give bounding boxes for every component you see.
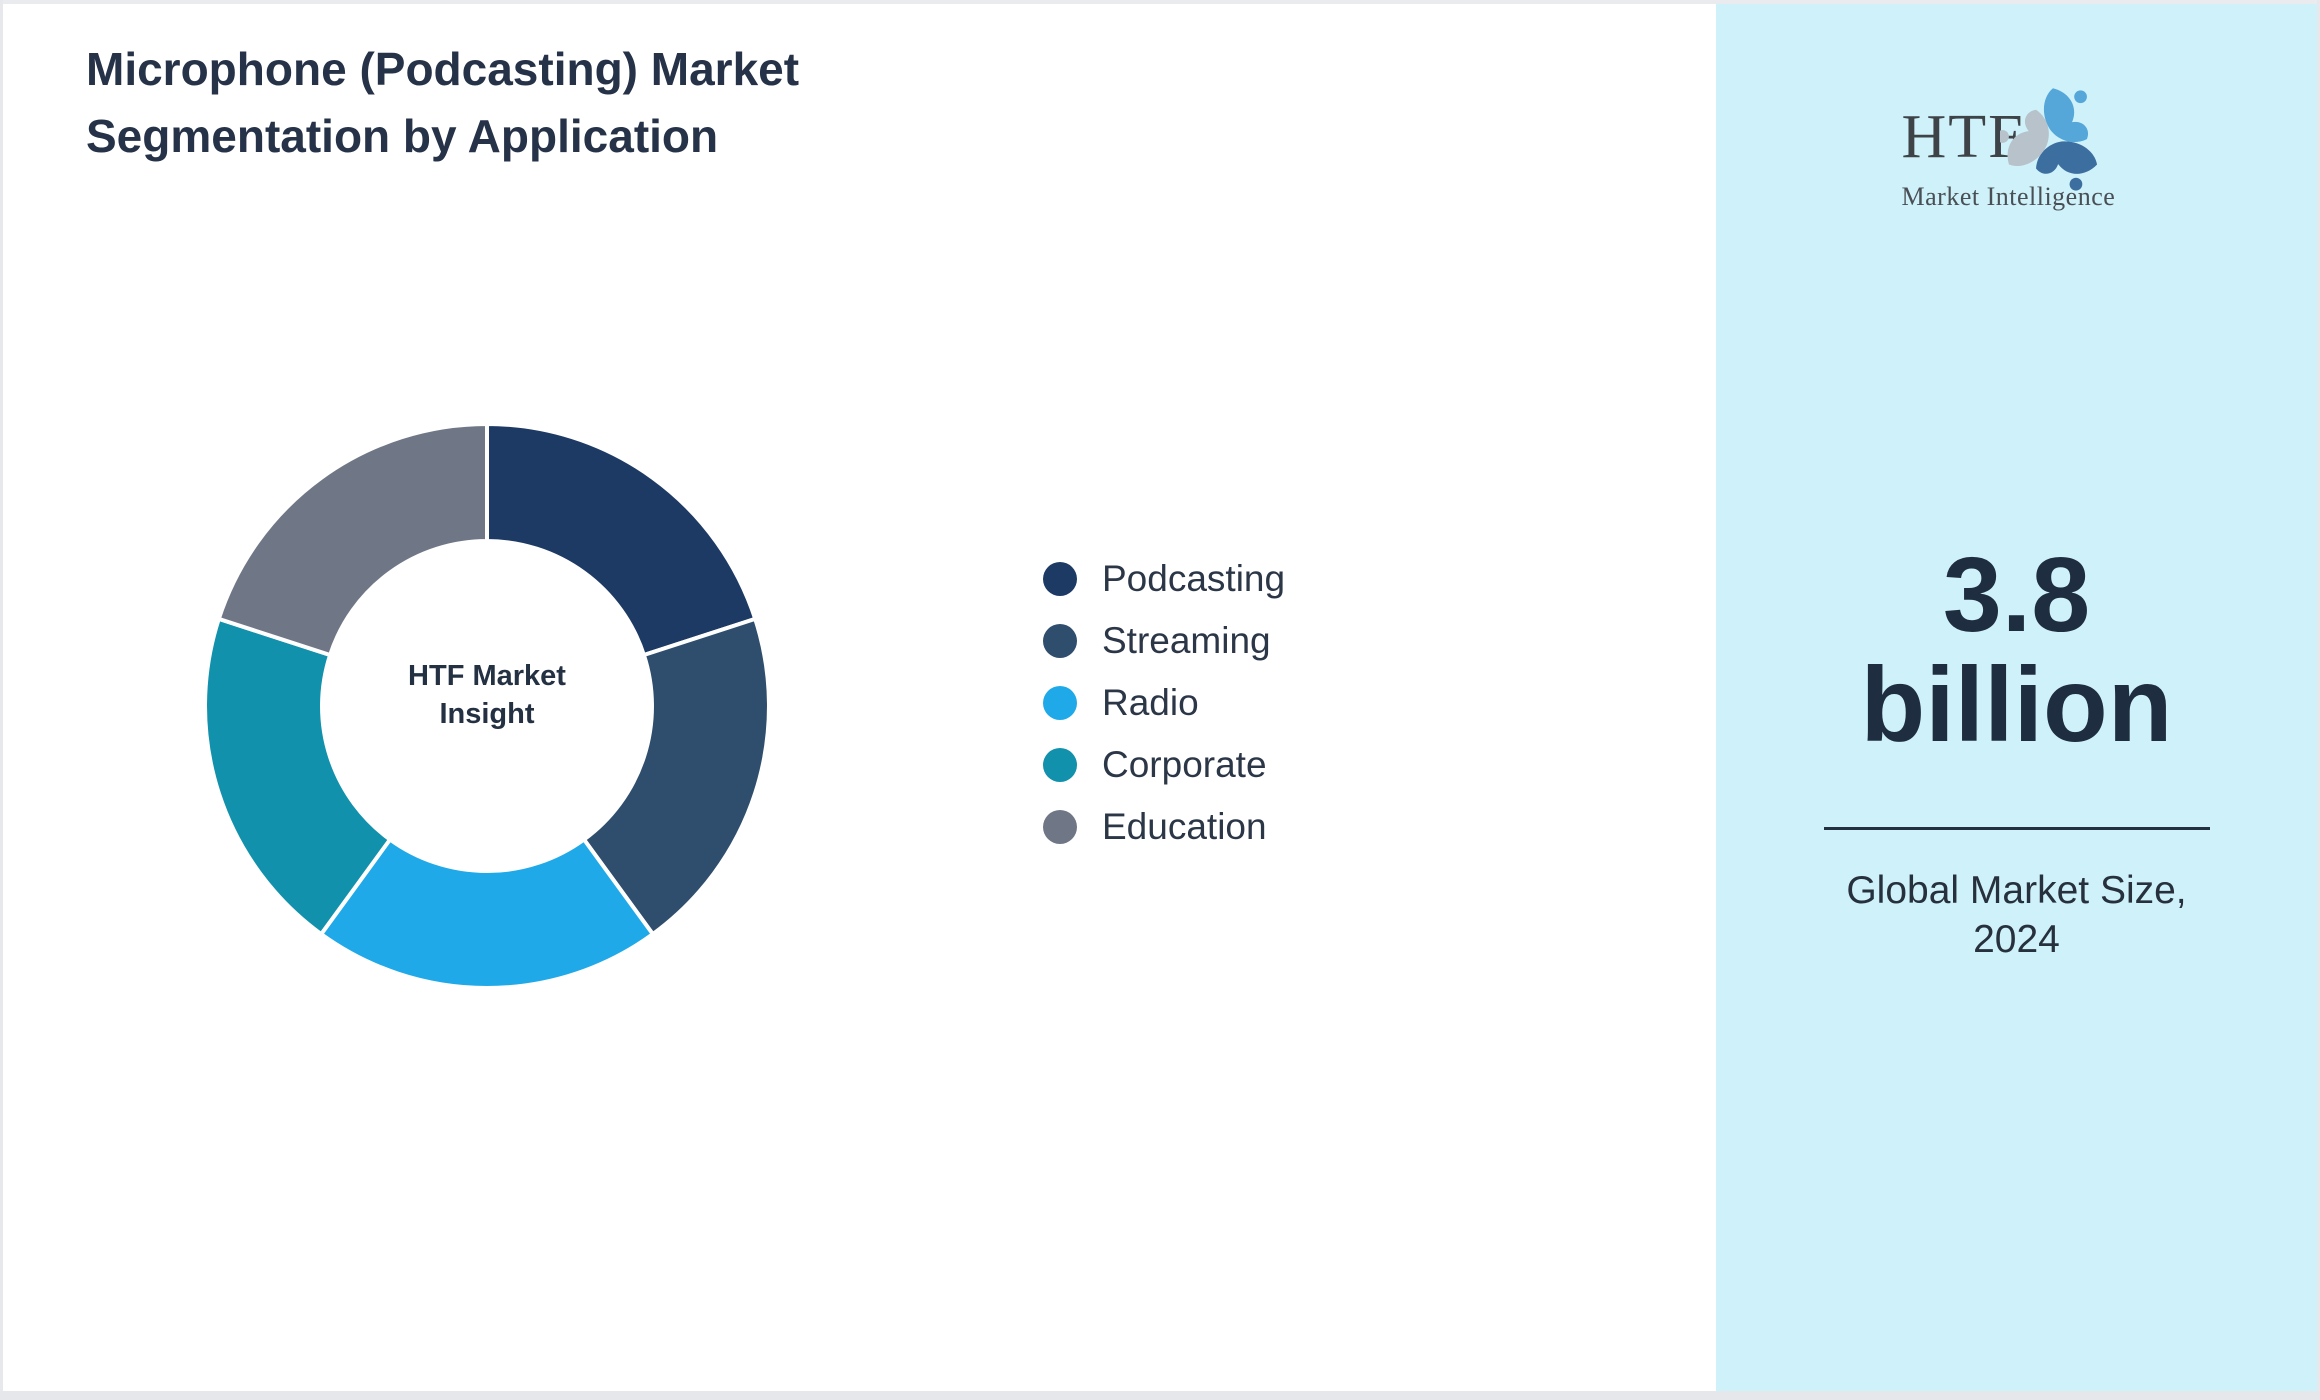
donut-segment-corporate: [203, 616, 392, 937]
legend-label: Podcasting: [1102, 558, 1286, 599]
donut-segment-streaming: [582, 616, 771, 937]
legend-label: Corporate: [1102, 744, 1267, 785]
donut-segment-radio: [319, 837, 655, 990]
legend-swatch: [1043, 686, 1077, 720]
htf-logo: HTF Market Intelligence: [1902, 82, 2132, 237]
donut-center-label: HTF Market Insight: [408, 660, 566, 730]
legend-item-education: Education: [1043, 806, 1285, 847]
legend-label: Education: [1102, 806, 1267, 847]
dolphin-swirl-icon: [1999, 88, 2102, 192]
page-title-line1: Microphone (Podcasting) Market: [86, 43, 800, 95]
top-edge-strip: [0, 0, 2320, 4]
market-size-caption: Global Market Size, 2024: [1716, 866, 2317, 964]
market-size-value: 3.8 billion: [1860, 536, 2173, 764]
market-size-divider: [1823, 827, 2210, 830]
page-title: Microphone (Podcasting) Market Segmentat…: [86, 36, 799, 170]
donut-svg: [203, 422, 771, 990]
legend: Podcasting Streaming Radio Corporate Educati…: [1043, 558, 1285, 872]
left-edge-strip: [0, 0, 3, 1400]
legend-swatch: [1043, 810, 1077, 844]
legend-swatch: [1043, 562, 1077, 596]
market-size: 3.8 billion: [1716, 540, 2317, 760]
legend-swatch: [1043, 624, 1077, 658]
legend-item-streaming: Streaming: [1043, 620, 1285, 661]
sidebar: HTF Market Intelligence 3.8 billion Glob…: [1716, 4, 2317, 1391]
logo-subtitle: Market Intelligence: [1901, 182, 2116, 211]
donut-segment-podcasting: [485, 422, 758, 657]
market-size-caption-text: Global Market Size, 2024: [1846, 869, 2187, 961]
legend-item-radio: Radio: [1043, 682, 1285, 723]
right-edge-strip: [2317, 0, 2320, 1400]
donut-segment-education: [216, 422, 489, 657]
legend-swatch: [1043, 748, 1077, 782]
legend-label: Radio: [1102, 682, 1199, 723]
page-title-line2: Segmentation by Application: [86, 110, 719, 162]
legend-item-podcasting: Podcasting: [1043, 558, 1285, 599]
legend-label: Streaming: [1102, 620, 1271, 661]
legend-item-corporate: Corporate: [1043, 744, 1285, 785]
bottom-edge-strip: [0, 1391, 2320, 1400]
donut-chart: [202, 421, 772, 991]
